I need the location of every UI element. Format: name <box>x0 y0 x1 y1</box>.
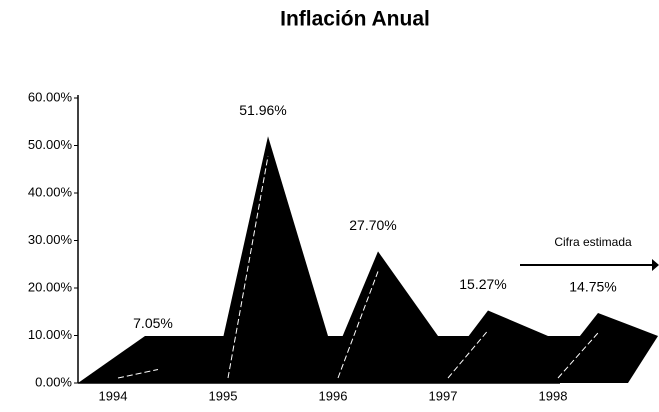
area-peak <box>103 336 218 383</box>
highlight <box>447 330 489 379</box>
area-peak <box>213 136 328 383</box>
x-tick-label: 1996 <box>319 388 348 403</box>
highlight <box>557 332 599 379</box>
highlight <box>227 156 269 379</box>
x-tick-label: 1997 <box>429 388 458 403</box>
area-peak <box>323 251 438 383</box>
data-label: 15.27% <box>459 276 506 292</box>
x-tick-label: 1994 <box>99 388 128 403</box>
x-tick-label: 1995 <box>209 388 238 403</box>
y-tick-label: 0.00% <box>35 374 72 389</box>
y-tick-label: 20.00% <box>28 279 73 294</box>
area-peak <box>543 312 658 383</box>
highlight <box>337 271 379 379</box>
area-peak <box>433 310 548 383</box>
y-tick-label: 50.00% <box>28 137 73 152</box>
chart-title: Inflación Anual <box>280 8 430 31</box>
annotation: Cifra estimada <box>554 235 632 249</box>
y-tick-label: 30.00% <box>28 232 73 247</box>
y-tick-label: 10.00% <box>28 327 73 342</box>
y-tick-label: 60.00% <box>28 89 73 104</box>
data-label: 14.75% <box>569 279 616 295</box>
y-tick-label: 40.00% <box>28 184 73 199</box>
data-label: 27.70% <box>349 217 396 233</box>
data-label: 7.05% <box>133 315 173 331</box>
x-tick-label: 1998 <box>539 388 568 403</box>
data-label: 51.96% <box>239 102 286 118</box>
highlight <box>117 369 159 379</box>
arrow-head <box>652 259 659 271</box>
